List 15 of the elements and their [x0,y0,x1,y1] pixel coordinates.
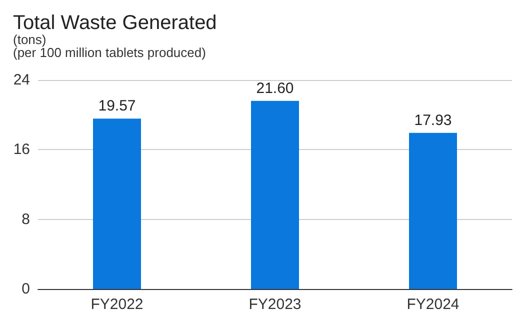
x-tick-label: FY2024 [406,296,460,313]
data-label: 17.93 [414,112,452,129]
chart-title: Total Waste Generated [13,12,217,34]
y-tick-label: 16 [13,141,30,158]
chart-subtitle: (tons) [13,32,46,47]
y-tick-label: 24 [13,72,30,88]
x-tick-label: FY2022 [90,296,144,313]
data-label: 21.60 [256,80,294,97]
bar [409,132,457,289]
y-tick-label: 8 [22,210,30,228]
y-tick-label: 0 [22,280,30,298]
bar [93,118,141,289]
data-label: 19.57 [98,98,136,115]
bar [251,100,299,289]
x-tick-label: FY2023 [248,296,302,313]
